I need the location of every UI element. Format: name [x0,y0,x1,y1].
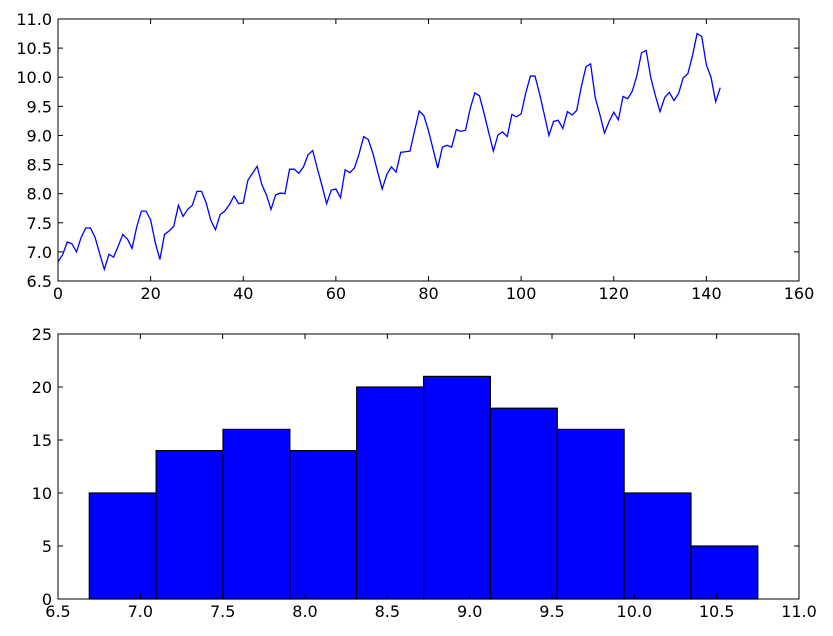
line-chart-xtick-label: 80 [418,284,438,303]
line-chart-ytick-label: 6.5 [27,272,52,291]
line-chart-ytick-label: 10.5 [16,39,52,58]
histogram-bar [422,375,492,600]
histogram-bar [88,492,157,600]
histogram-bar [289,450,358,600]
line-chart-ytick-label: 7.5 [27,214,52,233]
line-chart-ytick-label: 7.0 [27,243,52,262]
histogram-frame [57,333,800,600]
histogram-xtick-label: 10.0 [617,602,653,621]
histogram-ytick-label: 25 [32,325,52,344]
histogram-ytick-label: 10 [32,484,52,503]
line-chart-ytick-label: 11.0 [16,10,52,29]
histogram-bar [489,407,558,600]
line-chart-xtick-label: 20 [140,284,160,303]
histogram-bar [556,428,625,600]
line-chart-tick-labels: 0 20 40 60 80 100 120 140 160 6.5 7.0 7.5 8.0 8.5 9.0 9… [16,10,814,303]
line-chart-axes: 0 20 40 60 80 100 120 140 160 6.5 7.0 7.5 8.0 8.5 9.0 9… [16,10,814,303]
line-series [57,32,721,272]
line-chart-xtick-label: 60 [326,284,346,303]
histogram-ytick-label: 15 [32,431,52,450]
histogram-xtick-label: 11.0 [781,602,817,621]
histogram-bar [222,428,291,600]
histogram-xtick-label: 9.5 [539,602,564,621]
histogram-xtick-label: 8.5 [375,602,400,621]
line-chart-xtick-label: 0 [53,284,63,303]
line-chart-ytick-label: 9.0 [27,126,52,145]
histogram-xtick-label: 7.5 [210,602,235,621]
line-chart-frame [57,18,800,282]
histogram-tick-labels: 6.5 7.0 7.5 8.0 8.5 9.0 9.5 10.0 10.5 11.0 0 5 10 15 2… [32,325,817,621]
histogram-xtick-label: 9.0 [457,602,482,621]
line-chart-ytick-label: 9.5 [27,97,52,116]
histogram-ytick-label: 5 [42,537,52,556]
histogram-bar [623,492,692,600]
histogram-ytick-label: 0 [42,590,52,609]
histogram-ytick-label: 20 [32,378,52,397]
line-chart-ytick-label: 8.5 [27,156,52,175]
line-chart-xtick-label: 100 [506,284,537,303]
line-chart-xtick-label: 120 [598,284,629,303]
line-chart-xtick-label: 40 [233,284,253,303]
line-chart-ytick-label: 8.0 [27,185,52,204]
histogram-bar [356,386,425,600]
line-chart-xtick-label: 160 [784,284,815,303]
line-chart-ticks [57,18,800,282]
histogram-bar [690,545,759,600]
histogram-bar [155,450,224,600]
line-chart-ytick-label: 10.0 [16,68,52,87]
histogram-axes: 6.5 7.0 7.5 8.0 8.5 9.0 9.5 10.0 10.5 11.0 0 5 10 15 2… [32,325,817,621]
histogram-bars [88,375,759,600]
histogram-xtick-label: 6.5 [45,602,70,621]
histogram-xtick-label: 8.0 [292,602,317,621]
histogram-xtick-label: 7.0 [128,602,153,621]
histogram-xtick-label: 10.5 [699,602,735,621]
line-chart-xtick-label: 140 [691,284,722,303]
